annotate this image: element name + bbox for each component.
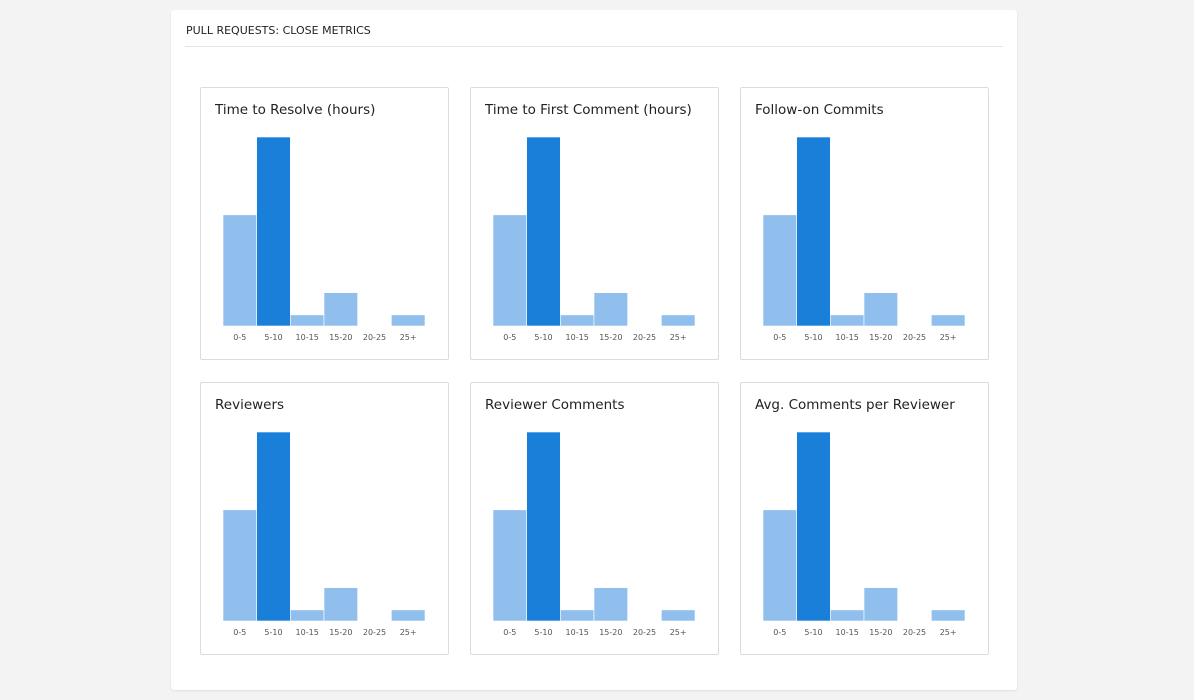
divider bbox=[185, 46, 1003, 47]
bar bbox=[863, 587, 898, 622]
x-tick-label: 20-25 bbox=[903, 628, 926, 637]
chart: 0-5 5-10 10-15 15-20 20-25 25+ bbox=[222, 136, 426, 342]
chart-panel: 0-5 5-10 10-15 15-20 20-25 25+ Time to First C… bbox=[470, 87, 719, 360]
x-tick-label: 10-15 bbox=[296, 333, 319, 342]
bar bbox=[863, 292, 898, 327]
bar bbox=[796, 431, 831, 622]
x-tick-label: 20-25 bbox=[363, 628, 386, 637]
x-tick-label: 0-5 bbox=[773, 333, 786, 342]
bar bbox=[931, 609, 966, 622]
chart-title: Reviewer Comments bbox=[485, 397, 625, 413]
x-tick-label: 25+ bbox=[940, 628, 957, 637]
chart: 0-5 5-10 10-15 15-20 20-25 25+ bbox=[762, 136, 966, 342]
chart-title: Follow-on Commits bbox=[755, 102, 884, 118]
x-tick-label: 15-20 bbox=[599, 333, 622, 342]
chart-panel: 0-5 5-10 10-15 15-20 20-25 25+ Reviewer Commen… bbox=[470, 382, 719, 655]
bar bbox=[560, 314, 595, 327]
bar bbox=[830, 609, 865, 622]
chart-panel: 0-5 5-10 10-15 15-20 20-25 25+ Reviewers bbox=[200, 382, 449, 655]
metrics-card: PULL REQUESTS: CLOSE METRICS 0-5 5-10 10-1… bbox=[171, 10, 1017, 690]
x-tick-label: 0-5 bbox=[773, 628, 786, 637]
x-tick-label: 15-20 bbox=[329, 628, 352, 637]
x-tick-label: 0-5 bbox=[503, 628, 516, 637]
bar bbox=[290, 314, 325, 327]
bar bbox=[492, 214, 527, 327]
bar bbox=[222, 509, 257, 622]
x-tick-label: 15-20 bbox=[869, 333, 892, 342]
bar bbox=[222, 214, 257, 327]
bar bbox=[391, 609, 426, 622]
chart-title: Avg. Comments per Reviewer bbox=[755, 397, 955, 413]
x-tick-label: 20-25 bbox=[633, 333, 656, 342]
bar bbox=[830, 314, 865, 327]
x-tick-label: 15-20 bbox=[599, 628, 622, 637]
bar bbox=[492, 509, 527, 622]
bar bbox=[593, 587, 628, 622]
x-tick-label: 0-5 bbox=[233, 628, 246, 637]
bar bbox=[560, 609, 595, 622]
x-tick-label: 5-10 bbox=[804, 628, 822, 637]
chart-panel: 0-5 5-10 10-15 15-20 20-25 25+ Avg. Comments p… bbox=[740, 382, 989, 655]
x-tick-label: 10-15 bbox=[566, 333, 589, 342]
x-tick-label: 5-10 bbox=[264, 628, 282, 637]
chart-panel: 0-5 5-10 10-15 15-20 20-25 25+ Follow-on Commi… bbox=[740, 87, 989, 360]
bar bbox=[762, 214, 797, 327]
chart-title: Time to Resolve (hours) bbox=[215, 102, 376, 118]
x-tick-label: 5-10 bbox=[534, 333, 552, 342]
x-tick-label: 25+ bbox=[670, 628, 687, 637]
x-tick-label: 5-10 bbox=[534, 628, 552, 637]
x-tick-label: 20-25 bbox=[633, 628, 656, 637]
bar bbox=[256, 136, 291, 327]
bar bbox=[391, 314, 426, 327]
bar bbox=[931, 314, 966, 327]
bar bbox=[593, 292, 628, 327]
bar bbox=[796, 136, 831, 327]
chart: 0-5 5-10 10-15 15-20 20-25 25+ bbox=[222, 431, 426, 637]
x-tick-label: 25+ bbox=[940, 333, 957, 342]
x-tick-label: 20-25 bbox=[363, 333, 386, 342]
x-tick-label: 5-10 bbox=[264, 333, 282, 342]
x-tick-label: 10-15 bbox=[296, 628, 319, 637]
bar bbox=[323, 292, 358, 327]
x-tick-label: 0-5 bbox=[503, 333, 516, 342]
x-tick-label: 25+ bbox=[670, 333, 687, 342]
bar bbox=[661, 314, 696, 327]
chart-title: Reviewers bbox=[215, 397, 285, 413]
x-tick-label: 20-25 bbox=[903, 333, 926, 342]
bar bbox=[762, 509, 797, 622]
bar bbox=[661, 609, 696, 622]
x-tick-label: 15-20 bbox=[329, 333, 352, 342]
x-tick-label: 5-10 bbox=[804, 333, 822, 342]
bar bbox=[526, 431, 561, 622]
x-tick-label: 0-5 bbox=[233, 333, 246, 342]
bar bbox=[323, 587, 358, 622]
x-tick-label: 10-15 bbox=[836, 333, 859, 342]
chart: 0-5 5-10 10-15 15-20 20-25 25+ bbox=[492, 431, 696, 637]
bar bbox=[290, 609, 325, 622]
section-title: PULL REQUESTS: CLOSE METRICS bbox=[186, 24, 371, 37]
chart: 0-5 5-10 10-15 15-20 20-25 25+ bbox=[762, 431, 966, 637]
x-tick-label: 10-15 bbox=[836, 628, 859, 637]
x-tick-label: 15-20 bbox=[869, 628, 892, 637]
bar bbox=[256, 431, 291, 622]
x-tick-label: 10-15 bbox=[566, 628, 589, 637]
chart-title: Time to First Comment (hours) bbox=[485, 102, 692, 118]
chart-panel: 0-5 5-10 10-15 15-20 20-25 25+ Time to Resolve… bbox=[200, 87, 449, 360]
x-tick-label: 25+ bbox=[400, 333, 417, 342]
chart: 0-5 5-10 10-15 15-20 20-25 25+ bbox=[492, 136, 696, 342]
x-tick-label: 25+ bbox=[400, 628, 417, 637]
bar bbox=[526, 136, 561, 327]
